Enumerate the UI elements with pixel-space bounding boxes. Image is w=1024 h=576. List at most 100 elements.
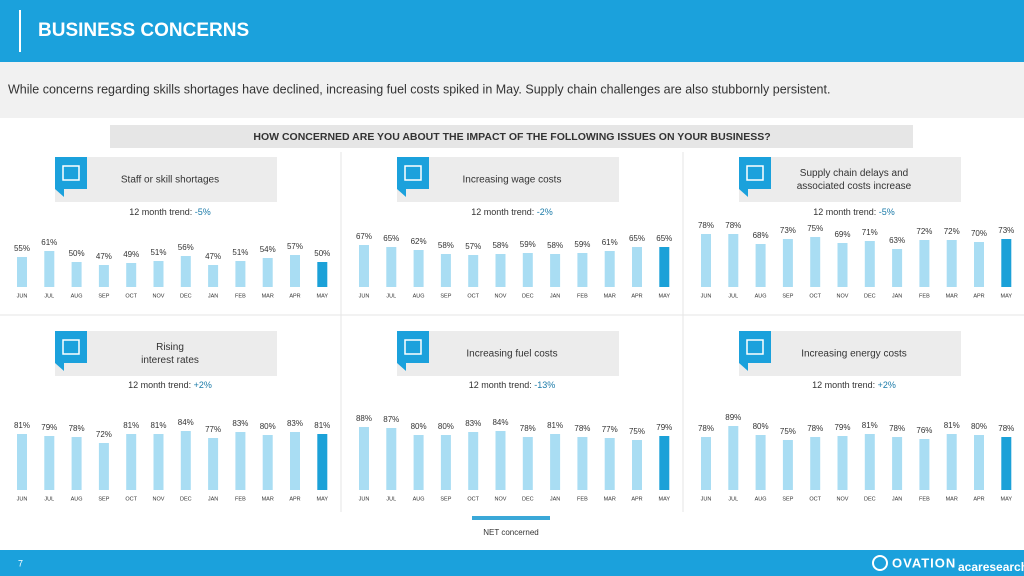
value-label: 72% [944,227,960,236]
x-tick-label: NOV [837,496,849,502]
bar [837,243,848,287]
bar [153,434,164,490]
x-tick-label: MAR [604,496,616,502]
x-tick-label: FEB [235,293,246,299]
value-label: 71% [862,228,878,237]
icon-glyph [404,165,422,181]
x-tick-label: FEB [577,293,588,299]
bar [701,234,711,287]
value-label: 81% [123,421,139,430]
logo-aca: acaresearch [958,560,1024,574]
value-label: 61% [602,238,618,247]
trend-label: 12 month trend: [129,207,192,217]
bar [468,255,479,287]
bar [892,249,903,287]
value-label: 80% [260,422,276,431]
bar [810,437,821,490]
value-label: 58% [547,241,563,250]
value-label: 73% [780,226,796,235]
x-tick-label: DEC [522,496,534,502]
bar [359,245,369,287]
bar [44,251,55,287]
page-number: 7 [18,558,23,568]
title-box [397,331,619,376]
value-label: 49% [123,250,139,259]
bar [728,426,739,490]
chart-title: Staff or skill shortages [121,175,219,186]
x-tick-label: DEC [180,496,192,502]
x-tick-label: NOV [153,293,165,299]
bar [98,443,109,490]
trend-label: 12 month trend: [471,207,534,217]
bar [577,253,588,287]
value-label: 55% [14,244,30,253]
x-tick-label: AUG [413,293,425,299]
trend: 12 month trend: +2% [812,380,896,390]
value-label: 84% [178,418,194,427]
value-label: 81% [314,421,330,430]
value-label: 61% [41,238,57,247]
summary-band [0,62,1024,118]
x-tick-label: OCT [467,496,479,502]
value-label: 80% [753,422,769,431]
bar [126,434,137,490]
value-label: 58% [492,241,508,250]
value-label: 72% [96,430,112,439]
value-label: 56% [178,243,194,252]
x-tick-label: AUG [755,293,767,299]
value-label: 68% [753,231,769,240]
x-tick-label: OCT [809,496,821,502]
x-tick-label: SEP [782,293,793,299]
header-bar [0,0,1024,62]
value-label: 79% [656,423,672,432]
value-label: 76% [916,426,932,435]
icon [739,331,771,363]
bar [919,439,930,490]
bar [974,435,984,490]
value-label: 83% [287,419,303,428]
bar [550,254,561,287]
question: HOW CONCERNED ARE YOU ABOUT THE IMPACT O… [253,131,770,143]
value-label: 78% [998,424,1014,433]
x-tick-label: MAY [1001,293,1013,299]
trend: 12 month trend: -13% [469,380,556,390]
x-tick-label: JUN [17,496,28,502]
bar [577,437,588,490]
value-label: 51% [150,248,166,257]
value-label: 50% [314,249,330,258]
value-label: 78% [520,424,536,433]
x-tick-label: MAR [604,293,616,299]
bar [235,261,246,287]
chart-title: associated costs increase [797,181,912,192]
x-tick-label: APR [289,293,300,299]
bar [71,262,82,287]
bar [440,254,451,287]
x-tick-label: JAN [892,293,902,299]
value-label: 59% [520,240,536,249]
value-label: 78% [725,221,741,230]
value-label: 75% [780,427,796,436]
header-rule [19,10,21,52]
bar [235,432,246,490]
value-label: 81% [862,421,878,430]
value-label: 81% [547,421,563,430]
value-label: 79% [834,423,850,432]
value-label: 78% [807,424,823,433]
value-label: 58% [438,241,454,250]
logo-ovation: OVATION [892,555,956,570]
trend-value: -13% [534,380,555,390]
logo-icon [872,555,888,571]
x-tick-label: JAN [208,496,218,502]
x-tick-label: MAR [262,496,274,502]
x-tick-label: JUN [359,496,370,502]
title-box [739,331,961,376]
trend-label: 12 month trend: [812,380,875,390]
bar [550,434,561,490]
bar [413,435,424,490]
x-tick-label: OCT [809,293,821,299]
icon-glyph [746,165,764,181]
x-tick-label: AUG [413,496,425,502]
bar [468,432,479,490]
x-tick-label: JAN [892,496,902,502]
